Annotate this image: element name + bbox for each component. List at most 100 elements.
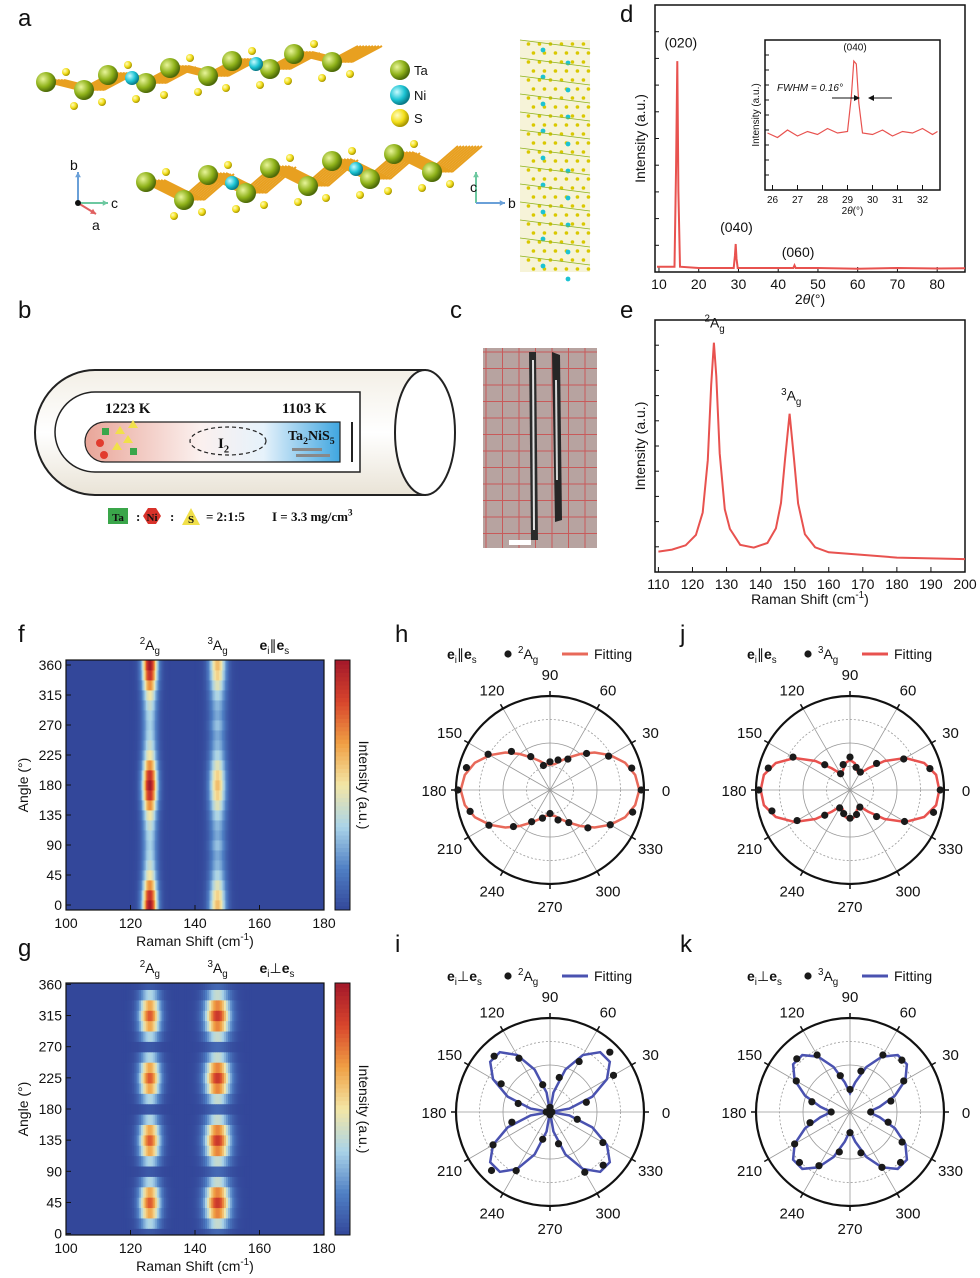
heatmap-cell <box>164 1197 167 1209</box>
heatmap-cell <box>142 1093 145 1105</box>
heatmap-cell <box>220 900 223 910</box>
legend-label: Fitting <box>894 968 932 984</box>
label: 2Ag <box>140 636 160 657</box>
heatmap-cell <box>133 983 137 990</box>
data-point <box>528 818 536 826</box>
text-part: A <box>523 968 533 984</box>
heatmap-cell <box>202 1072 206 1084</box>
heatmap-cell <box>188 1197 191 1209</box>
heatmap-cell <box>208 720 211 731</box>
heatmap-cell <box>202 1197 206 1209</box>
grid-spoke <box>549 742 632 791</box>
data-point <box>546 1111 554 1119</box>
heatmap-cell <box>224 840 227 851</box>
theta-tick-label: 30 <box>942 1047 959 1064</box>
heatmap-cell <box>238 1176 242 1188</box>
heatmap-cell <box>126 1218 129 1229</box>
heatmap-cell <box>192 1062 195 1074</box>
heatmap-cell <box>157 720 160 731</box>
axis-name: c <box>111 195 118 211</box>
x-tick-label: 30 <box>731 276 747 292</box>
heatmap-cell <box>233 670 236 681</box>
heatmap-cell <box>140 740 143 751</box>
heatmap-cell <box>164 1124 167 1136</box>
heatmap-cell <box>129 760 131 771</box>
heatmap-cell <box>237 880 240 891</box>
theta-tick-label: 60 <box>900 1005 917 1022</box>
heatmap-cell <box>148 989 151 1001</box>
data-point <box>454 786 462 794</box>
heatmap-cell <box>213 1041 216 1053</box>
heatmap-cell <box>161 850 164 861</box>
heatmap-cell <box>142 670 144 681</box>
heatmap-cell <box>158 1166 161 1177</box>
heatmap-cell <box>219 1197 223 1209</box>
heatmap-cell <box>151 1176 154 1188</box>
heatmap-cell <box>192 1207 195 1219</box>
heatmap-cell <box>155 1093 158 1105</box>
heatmap-cell <box>221 790 224 801</box>
heatmap-cell <box>230 1114 233 1125</box>
colorbar-step <box>335 722 350 728</box>
heatmap-cell <box>143 760 146 771</box>
heatmap-cell <box>158 1218 161 1229</box>
heatmap-cell <box>138 790 140 801</box>
heatmap-cell <box>211 983 214 990</box>
heatmap-cell <box>153 660 156 671</box>
atom <box>284 44 304 64</box>
heatmap-cell <box>204 1041 208 1053</box>
heatmap-cell <box>184 1207 187 1219</box>
atom <box>570 78 575 82</box>
heatmap-cell <box>149 700 152 711</box>
heatmap-cell <box>242 1207 246 1219</box>
heatmap-cell <box>148 1228 151 1235</box>
heatmap-cell <box>125 1093 128 1105</box>
heatmap-cell <box>157 730 160 741</box>
data-point <box>629 808 637 816</box>
text-part: I = 3.3 mg/cm <box>272 509 348 524</box>
heatmap-cell <box>176 1145 179 1157</box>
heatmap-cell <box>249 1186 252 1198</box>
heatmap-cell <box>217 1072 221 1084</box>
heatmap-cell <box>176 1166 179 1177</box>
heatmap-cell <box>161 800 164 811</box>
heatmap-cell <box>166 740 169 751</box>
heatmap-cell <box>142 800 144 811</box>
heatmap-cell <box>242 1114 246 1125</box>
heatmap-cell <box>227 760 230 771</box>
heatmap-cell <box>237 830 240 841</box>
heatmap-cell <box>207 690 210 701</box>
text-part: 2 <box>303 436 308 447</box>
colorbar-step <box>335 676 350 682</box>
heatmap-cell <box>225 1031 229 1042</box>
heatmap-cell <box>233 870 236 881</box>
heatmap-cell <box>190 1218 193 1229</box>
heatmap-cell <box>230 740 233 751</box>
heatmap-cell <box>130 900 133 910</box>
heatmap-cell <box>225 1124 229 1136</box>
theta-tick-label: 210 <box>437 841 462 858</box>
heatmap-cell <box>125 1228 128 1235</box>
heatmap-cell <box>133 1103 137 1115</box>
heatmap-cell <box>204 690 207 701</box>
heatmap-cell <box>184 1062 187 1074</box>
colorbar-step <box>335 1163 350 1169</box>
atom <box>581 222 586 226</box>
heatmap-cell <box>224 820 227 831</box>
heatmap-cell <box>137 1010 140 1022</box>
heatmap-cell <box>225 1186 229 1198</box>
crystal-reflection <box>555 380 558 480</box>
heatmap-cell <box>148 840 151 851</box>
heatmap-cell <box>228 983 231 990</box>
heatmap-cell <box>131 890 134 901</box>
heatmap-cell <box>194 1020 198 1032</box>
heatmap-cell <box>165 1072 168 1084</box>
atom <box>570 132 575 136</box>
atom <box>526 96 531 100</box>
heatmap-cell <box>224 850 227 861</box>
heatmap-cell <box>161 810 164 821</box>
heatmap-cell <box>139 670 142 681</box>
heatmap-cell <box>142 700 144 711</box>
heatmap-cell <box>167 1155 170 1167</box>
